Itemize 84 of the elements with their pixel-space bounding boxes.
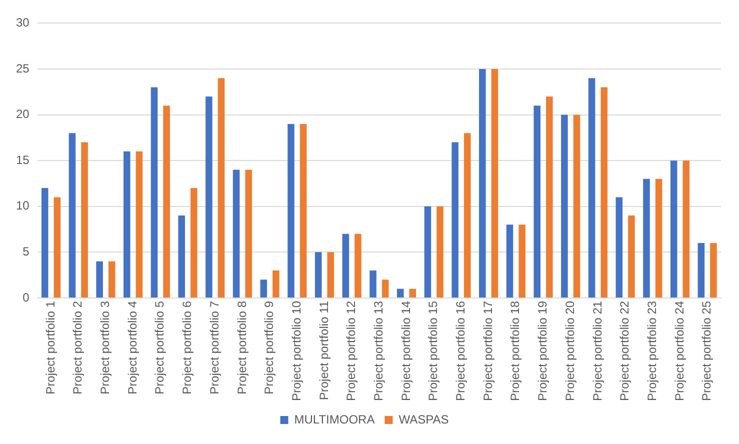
x-tick-label: Project portfolio 17 [480,300,495,402]
y-tick-label: 0 [22,290,30,304]
x-tick-label: Project portfolio 23 [644,300,659,402]
x-tick-label: Project portfolio 14 [398,300,413,402]
bar [124,151,130,298]
x-tick-label: Project portfolio 10 [289,300,304,402]
x-tick-label: Project portfolio 11 [316,300,331,400]
y-tick-label: 15 [16,152,30,167]
x-tick-label: Project portfolio 21 [590,300,604,402]
bar [616,197,623,298]
x-tick-label: Project portfolio 8 [234,300,249,394]
bar [643,178,650,298]
bar [218,78,225,298]
x-tick-label: Project portfolio 3 [98,300,112,394]
bar [518,224,526,298]
x-tick-label: Project portfolio 15 [426,300,440,402]
bar [588,78,596,298]
bar [452,142,458,298]
x-tick-label: Project portfolio 20 [562,300,577,402]
x-tick-label: Project portfolio 12 [344,300,358,402]
bar [41,188,48,298]
bar [354,234,362,298]
bar [150,87,158,298]
bar [573,114,580,298]
y-tick-label: 30 [16,16,30,30]
bar [396,288,404,298]
bar [260,280,268,298]
x-tick-label: Project portfolio 16 [454,300,468,402]
bar [561,114,568,298]
legend-label: WASPAS [398,412,449,426]
bar [479,68,486,298]
bar [506,224,514,298]
bar [600,87,608,298]
legend-label: MULTIMOORA [294,412,375,426]
x-tick-label: Project portfolio 18 [508,300,522,402]
x-tick-label: Project portfolio 24 [672,300,686,402]
bar [272,270,280,298]
bar [96,261,103,298]
bar [628,216,635,298]
bar [491,68,498,298]
bar [436,206,444,298]
bar [682,160,690,298]
bar [206,96,212,298]
x-tick-label: Project portfolio 19 [536,300,550,402]
bar [424,206,432,298]
bar [546,96,553,298]
bar [327,252,334,298]
bar [163,106,170,298]
bar [178,216,185,298]
bar [698,242,705,298]
y-tick-label: 20 [16,107,30,122]
bar [710,242,717,298]
bar [382,280,389,298]
x-tick-label: Project portfolio 7 [207,300,222,394]
bar [232,170,240,298]
bar [342,234,350,298]
bar [534,106,540,298]
bar [300,124,307,298]
bar [670,160,678,298]
x-tick-label: Project portfolio 6 [180,300,194,394]
bar [245,170,252,298]
x-tick-label: Project portfolio 13 [371,300,386,402]
x-tick-label: Project portfolio 9 [262,300,276,394]
y-tick-label: 25 [16,61,30,76]
bar [464,133,471,298]
bar [314,252,322,298]
bar [409,288,416,298]
x-tick-label: Project portfolio 22 [618,300,632,402]
x-tick-label: Project portfolio 5 [152,300,167,394]
x-tick-label: Project portfolio 4 [125,300,140,394]
bar [288,124,294,298]
y-tick-label: 10 [16,198,30,213]
x-tick-label: Project portfolio 25 [700,300,714,402]
bar [655,178,662,298]
bar [68,133,76,298]
y-tick-label: 5 [22,244,30,258]
bar [108,261,116,298]
bar [54,197,61,298]
bar [81,142,88,298]
x-tick-label: Project portfolio 2 [70,300,85,394]
bar [370,270,376,298]
bar [190,188,198,298]
bar [136,151,143,298]
x-tick-label: Project portfolio 1 [43,300,58,394]
